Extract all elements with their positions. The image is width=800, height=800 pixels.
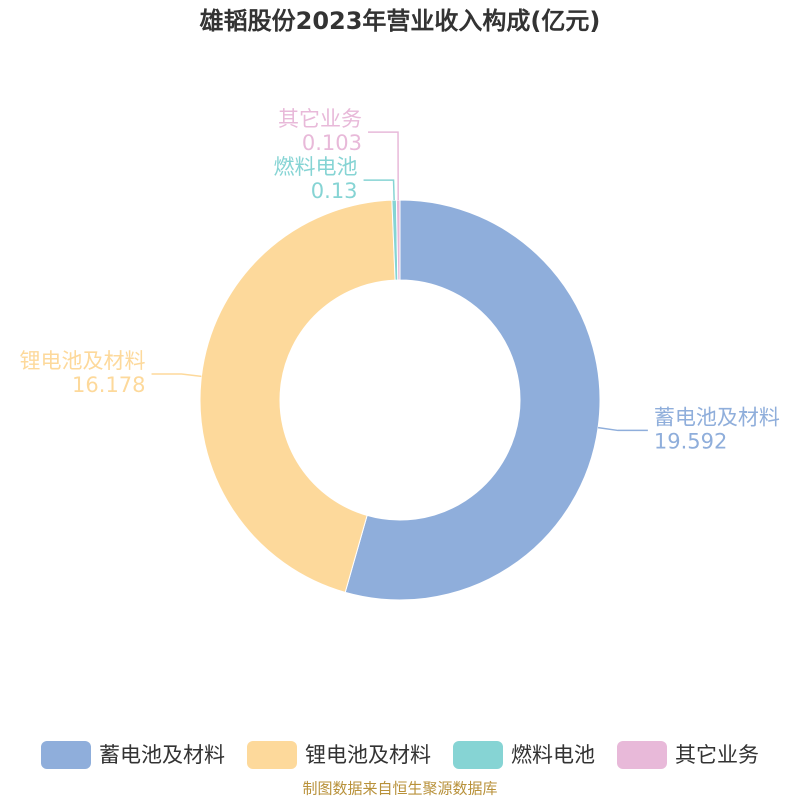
legend-swatch: [617, 741, 667, 769]
legend-label: 锂电池及材料: [305, 743, 431, 767]
legend-swatch: [41, 741, 91, 769]
legend-label: 其它业务: [675, 743, 759, 767]
legend-swatch: [453, 741, 503, 769]
slice-label: 蓄电池及材料: [654, 405, 780, 429]
slice-label: 燃料电池: [274, 155, 358, 179]
donut-slice: [395, 199, 401, 281]
source-note: 制图数据来自恒生聚源数据库: [302, 780, 497, 798]
legend: 蓄电池及材料 锂电池及材料 燃料电池 其它业务: [41, 741, 759, 769]
donut-slice: [199, 199, 396, 593]
value-label: 0.103: [302, 131, 362, 155]
donut-slice: [344, 199, 601, 601]
leader-line: [151, 373, 202, 378]
chart-title: 雄韬股份2023年营业收入构成(亿元): [199, 7, 601, 35]
legend-label: 蓄电池及材料: [99, 743, 225, 767]
legend-label: 燃料电池: [511, 743, 595, 767]
leader-line: [597, 426, 648, 432]
slice-label: 其它业务: [278, 107, 362, 131]
legend-swatch: [247, 741, 297, 769]
leader-line: [368, 131, 399, 201]
value-label: 16.178: [72, 373, 145, 397]
value-label: 19.592: [654, 429, 727, 453]
slice-label: 锂电池及材料: [20, 349, 146, 373]
value-label: 0.13: [311, 179, 358, 203]
leader-line: [363, 179, 395, 201]
